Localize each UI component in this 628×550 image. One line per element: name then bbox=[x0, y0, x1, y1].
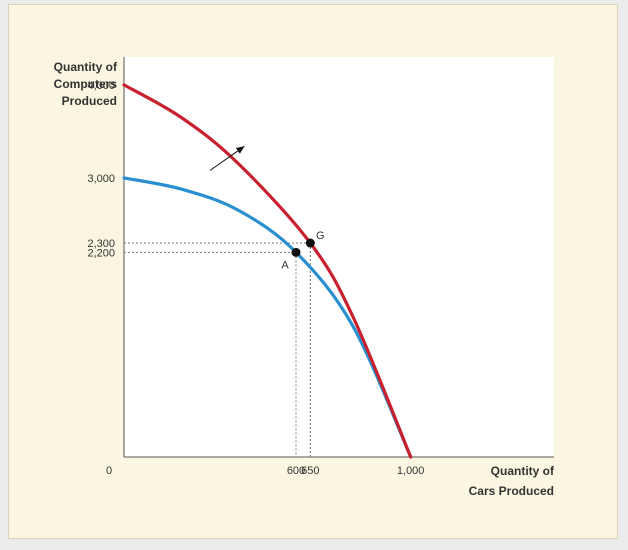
point-label-a: A bbox=[281, 259, 289, 271]
y-axis-label-line-1: Quantity of bbox=[54, 60, 118, 74]
shift-arrow-head bbox=[235, 146, 245, 154]
point-label-g: G bbox=[316, 230, 325, 242]
x-tick-label: 650 bbox=[301, 465, 319, 477]
x-axis-label-line-1: Quantity of bbox=[491, 464, 555, 478]
chart-frame: Quantity of Computers Produced Quantity … bbox=[8, 4, 618, 539]
origin-label: 0 bbox=[106, 465, 112, 477]
y-tick-label: 2,300 bbox=[87, 238, 115, 250]
y-axis-label-line-3: Produced bbox=[62, 94, 117, 108]
x-axis-label-line-2: Cars Produced bbox=[469, 484, 554, 498]
point-a bbox=[291, 247, 301, 257]
y-tick-label: 4,000 bbox=[87, 80, 115, 92]
y-axis-label-line-2: Computers bbox=[54, 77, 118, 91]
x-tick-label: 1,000 bbox=[397, 465, 425, 477]
ppf-curve-2 bbox=[122, 176, 413, 459]
ppf-chart: Quantity of Computers Produced Quantity … bbox=[54, 57, 555, 498]
y-tick-label: 2,200 bbox=[87, 247, 115, 259]
ppf-curve-1 bbox=[122, 83, 413, 459]
point-g bbox=[305, 238, 315, 248]
plot-area bbox=[124, 57, 554, 457]
x-tick-label: 600 bbox=[287, 465, 305, 477]
y-tick-label: 3,000 bbox=[87, 173, 115, 185]
